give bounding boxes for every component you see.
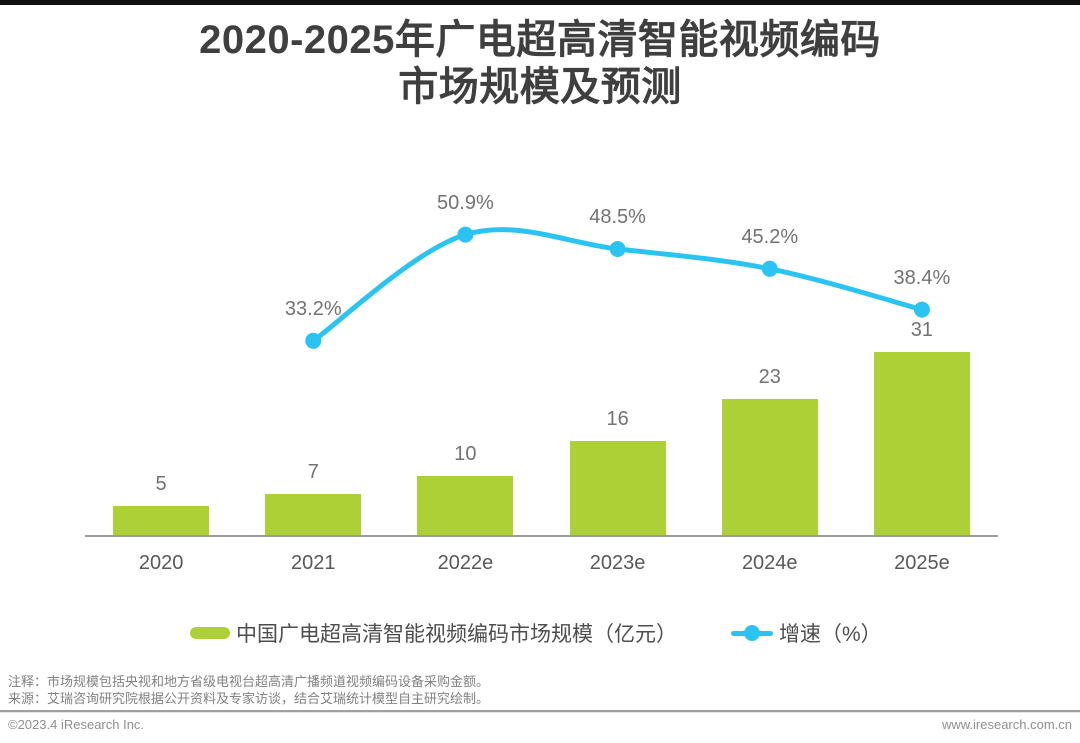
growth-value-label: 50.9% [437, 191, 494, 214]
growth-point [913, 301, 930, 318]
x-axis-label-2021: 2021 [291, 552, 336, 574]
bar-2021 [265, 493, 362, 535]
website-url: www.iresearch.com.cn [941, 717, 1072, 732]
bar-value-label-2024e: 23 [758, 366, 781, 389]
bar-value-label-2021: 7 [307, 460, 319, 483]
growth-value-label: 38.4% [893, 266, 951, 289]
top-border-line [0, 0, 1080, 5]
bar-value-label-2020: 5 [155, 472, 167, 495]
bar-value-label-2022e: 10 [454, 443, 477, 465]
x-axis-label-2025e: 2025e [894, 552, 950, 574]
bar-2020 [113, 505, 210, 535]
growth-point [305, 332, 322, 349]
chart-notes: 注释：市场规模包括央视和地方省级电视台超高清广播频道视频编码设备采购金额。 来源… [8, 673, 489, 707]
bar-2025e [873, 352, 970, 535]
bar-2022e [417, 476, 514, 535]
source-line: 来源：艾瑞咨询研究院根据公开资料及专家访谈，结合艾瑞统计模型自主研究绘制。 [8, 691, 490, 706]
bar-2024e [721, 399, 818, 535]
bar-2023e [569, 440, 666, 535]
x-axis-label-2022e: 2022e [437, 552, 494, 574]
bar-value-label-2023e: 16 [606, 407, 629, 430]
note-line: 注释：市场规模包括央视和地方省级电视台超高清广播频道视频编码设备采购金额。 [8, 674, 490, 689]
footer-separator-line [0, 710, 1080, 713]
x-axis-label-2024e: 2024e [741, 552, 798, 574]
growth-point [609, 241, 626, 257]
legend-bar-swatch-icon [190, 627, 230, 639]
growth-point [457, 226, 474, 243]
legend-bar-label: 中国广电超高清智能视频编码市场规模（亿元） [236, 623, 677, 646]
chart-legend: 中国广电超高清智能视频编码市场规模（亿元） 增速（%） [190, 618, 882, 648]
chart-title-line-1: 2020-2025年广电超高清智能视频编码 [199, 18, 881, 62]
growth-value-label: 33.2% [284, 297, 342, 320]
growth-point [761, 260, 778, 277]
x-axis-label-2023e: 2023e [589, 552, 646, 574]
growth-value-label: 48.5% [589, 206, 646, 228]
bar-value-label-2025e: 31 [910, 319, 934, 342]
chart-title: 2020-2025年广电超高清智能视频编码 市场规模及预测 [0, 17, 1080, 111]
legend-line-label: 增速（%） [779, 623, 882, 646]
copyright-text: ©2023.4 iResearch Inc. [8, 717, 145, 732]
x-axis-line [85, 535, 998, 537]
x-axis-label-2020: 2020 [138, 552, 184, 574]
chart-title-line-2: 市场规模及预测 [398, 65, 682, 109]
legend-line-swatch-icon [731, 625, 773, 641]
growth-value-label: 45.2% [741, 225, 799, 248]
